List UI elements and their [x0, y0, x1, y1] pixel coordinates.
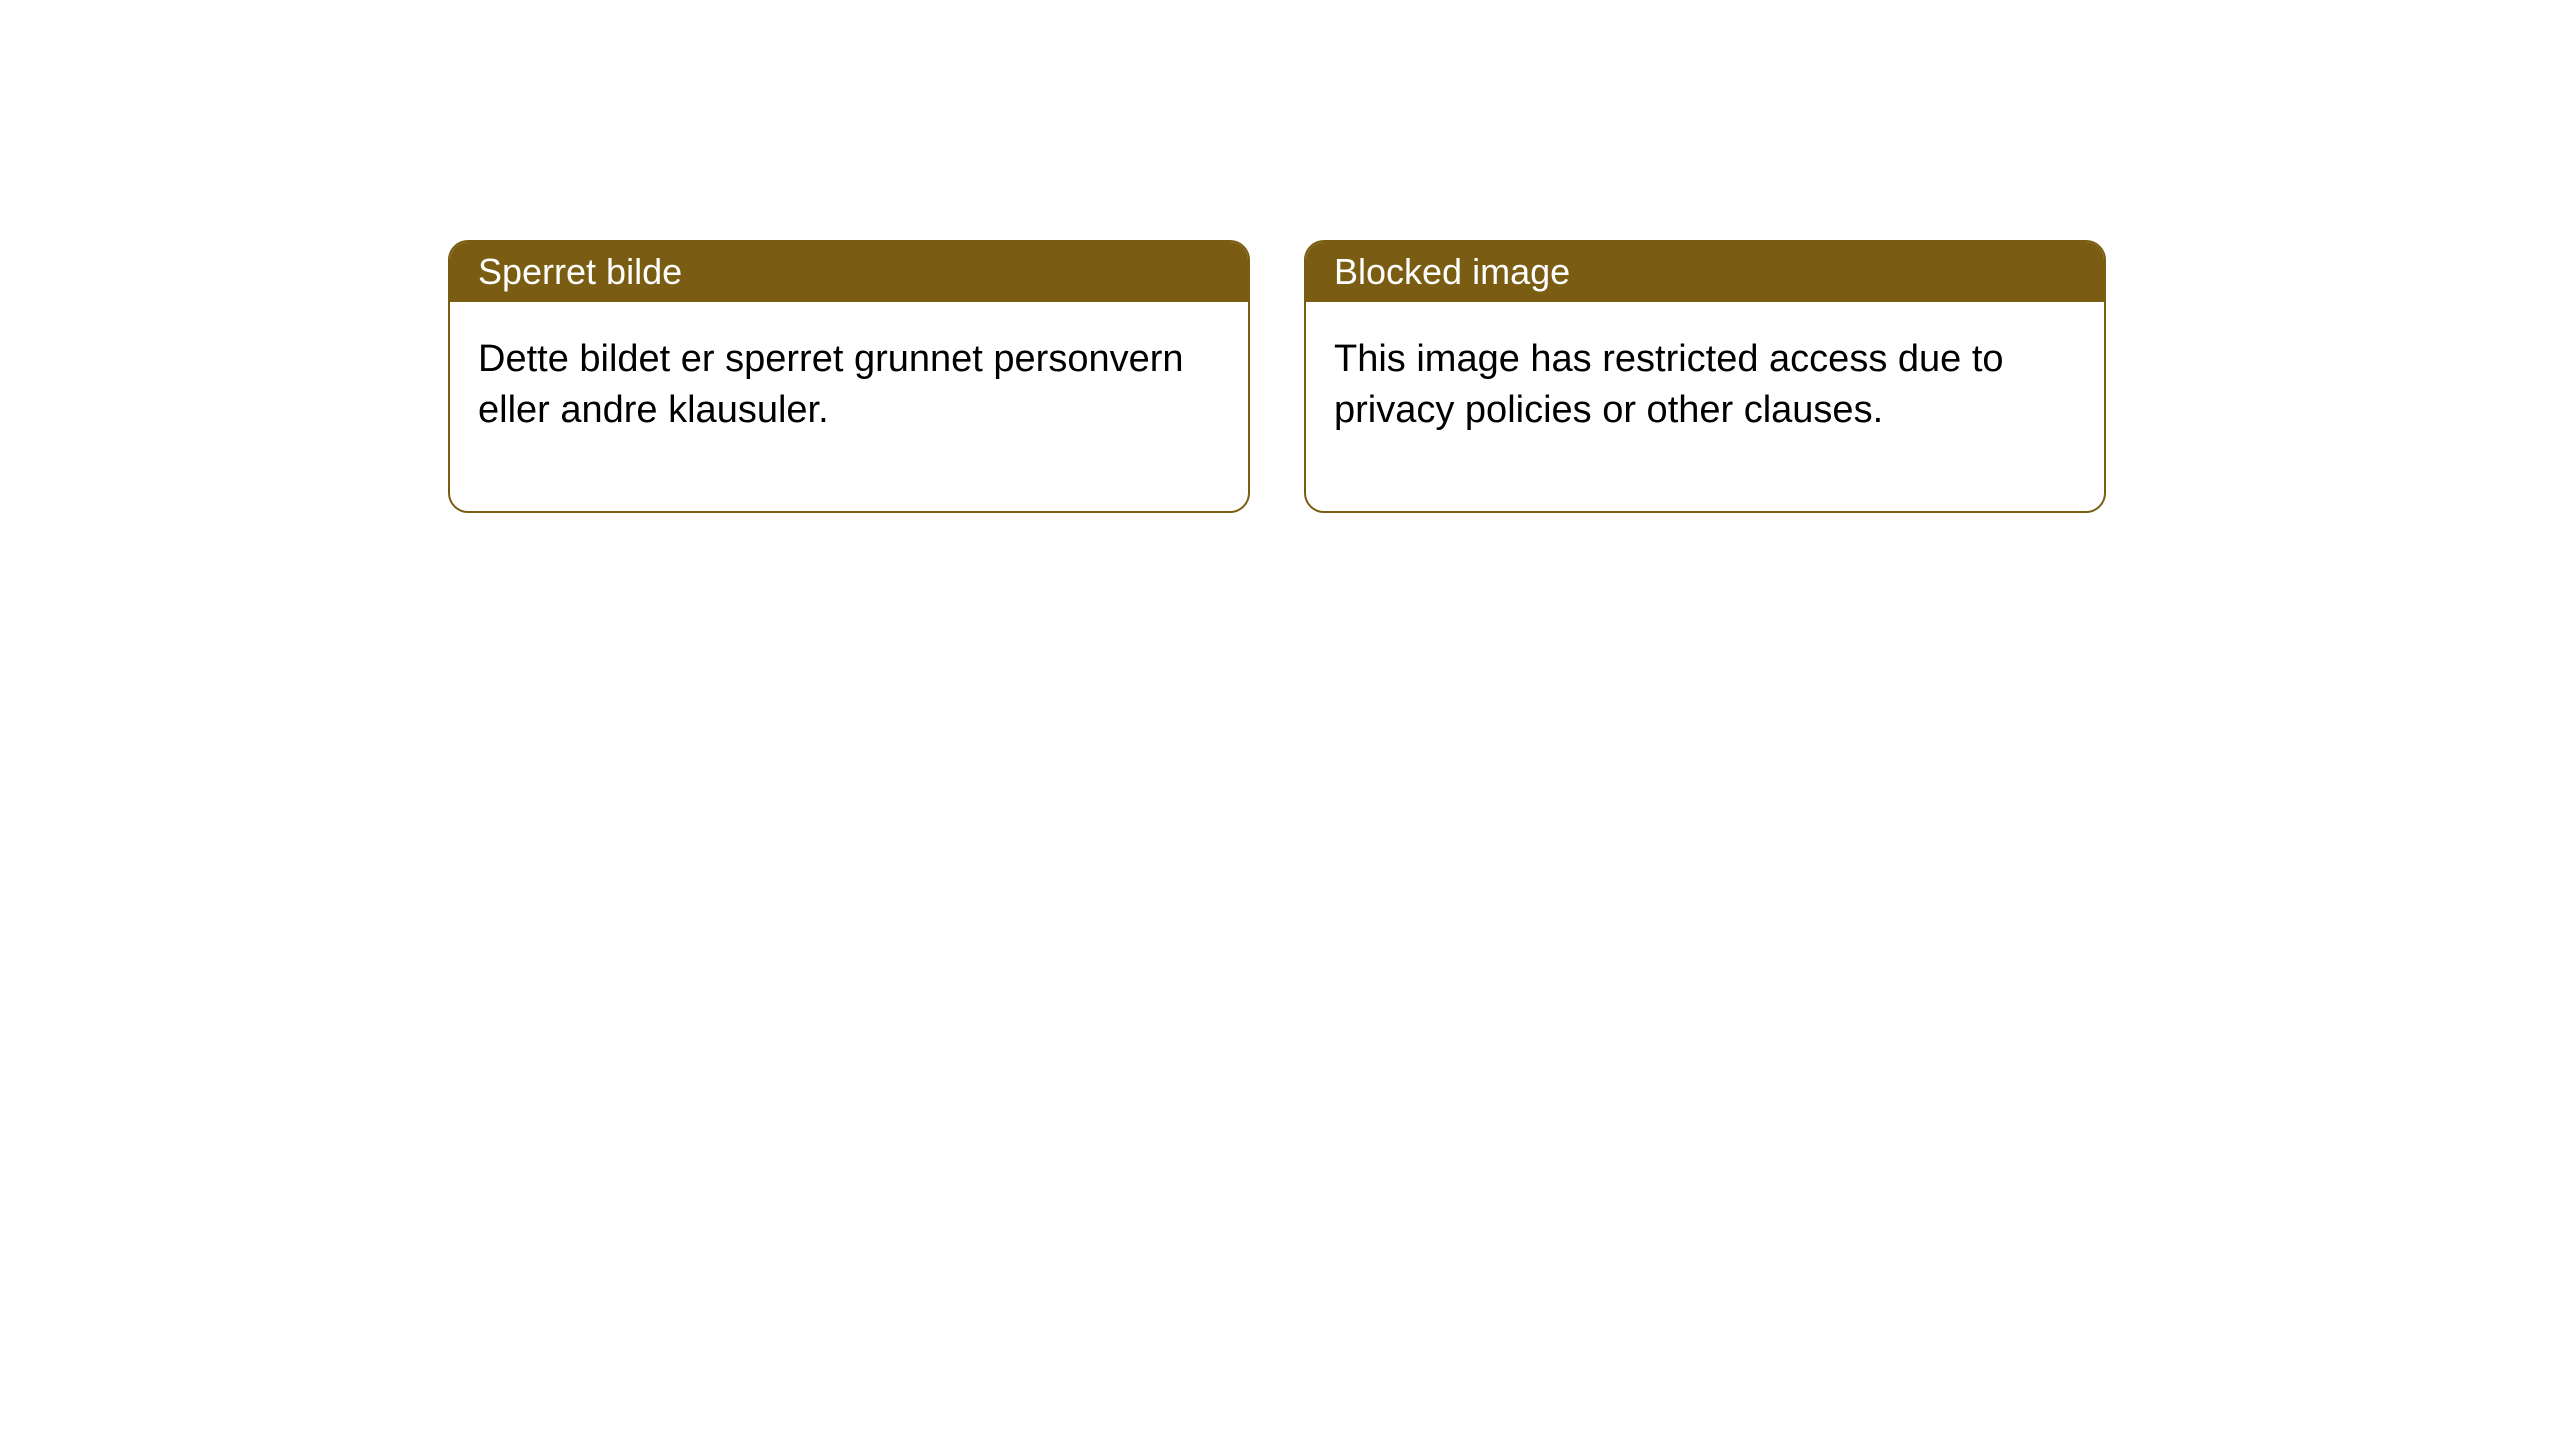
card-body-text: Dette bildet er sperret grunnet personve… — [478, 338, 1184, 431]
card-title: Blocked image — [1334, 251, 1570, 292]
notice-card-english: Blocked image This image has restricted … — [1304, 240, 2106, 513]
card-title: Sperret bilde — [478, 251, 682, 292]
card-header: Blocked image — [1306, 242, 2104, 302]
notice-cards-container: Sperret bilde Dette bildet er sperret gr… — [448, 240, 2106, 513]
card-header: Sperret bilde — [450, 242, 1248, 302]
card-body: Dette bildet er sperret grunnet personve… — [450, 302, 1248, 511]
card-body-text: This image has restricted access due to … — [1334, 338, 2004, 431]
notice-card-norwegian: Sperret bilde Dette bildet er sperret gr… — [448, 240, 1250, 513]
card-body: This image has restricted access due to … — [1306, 302, 2104, 511]
